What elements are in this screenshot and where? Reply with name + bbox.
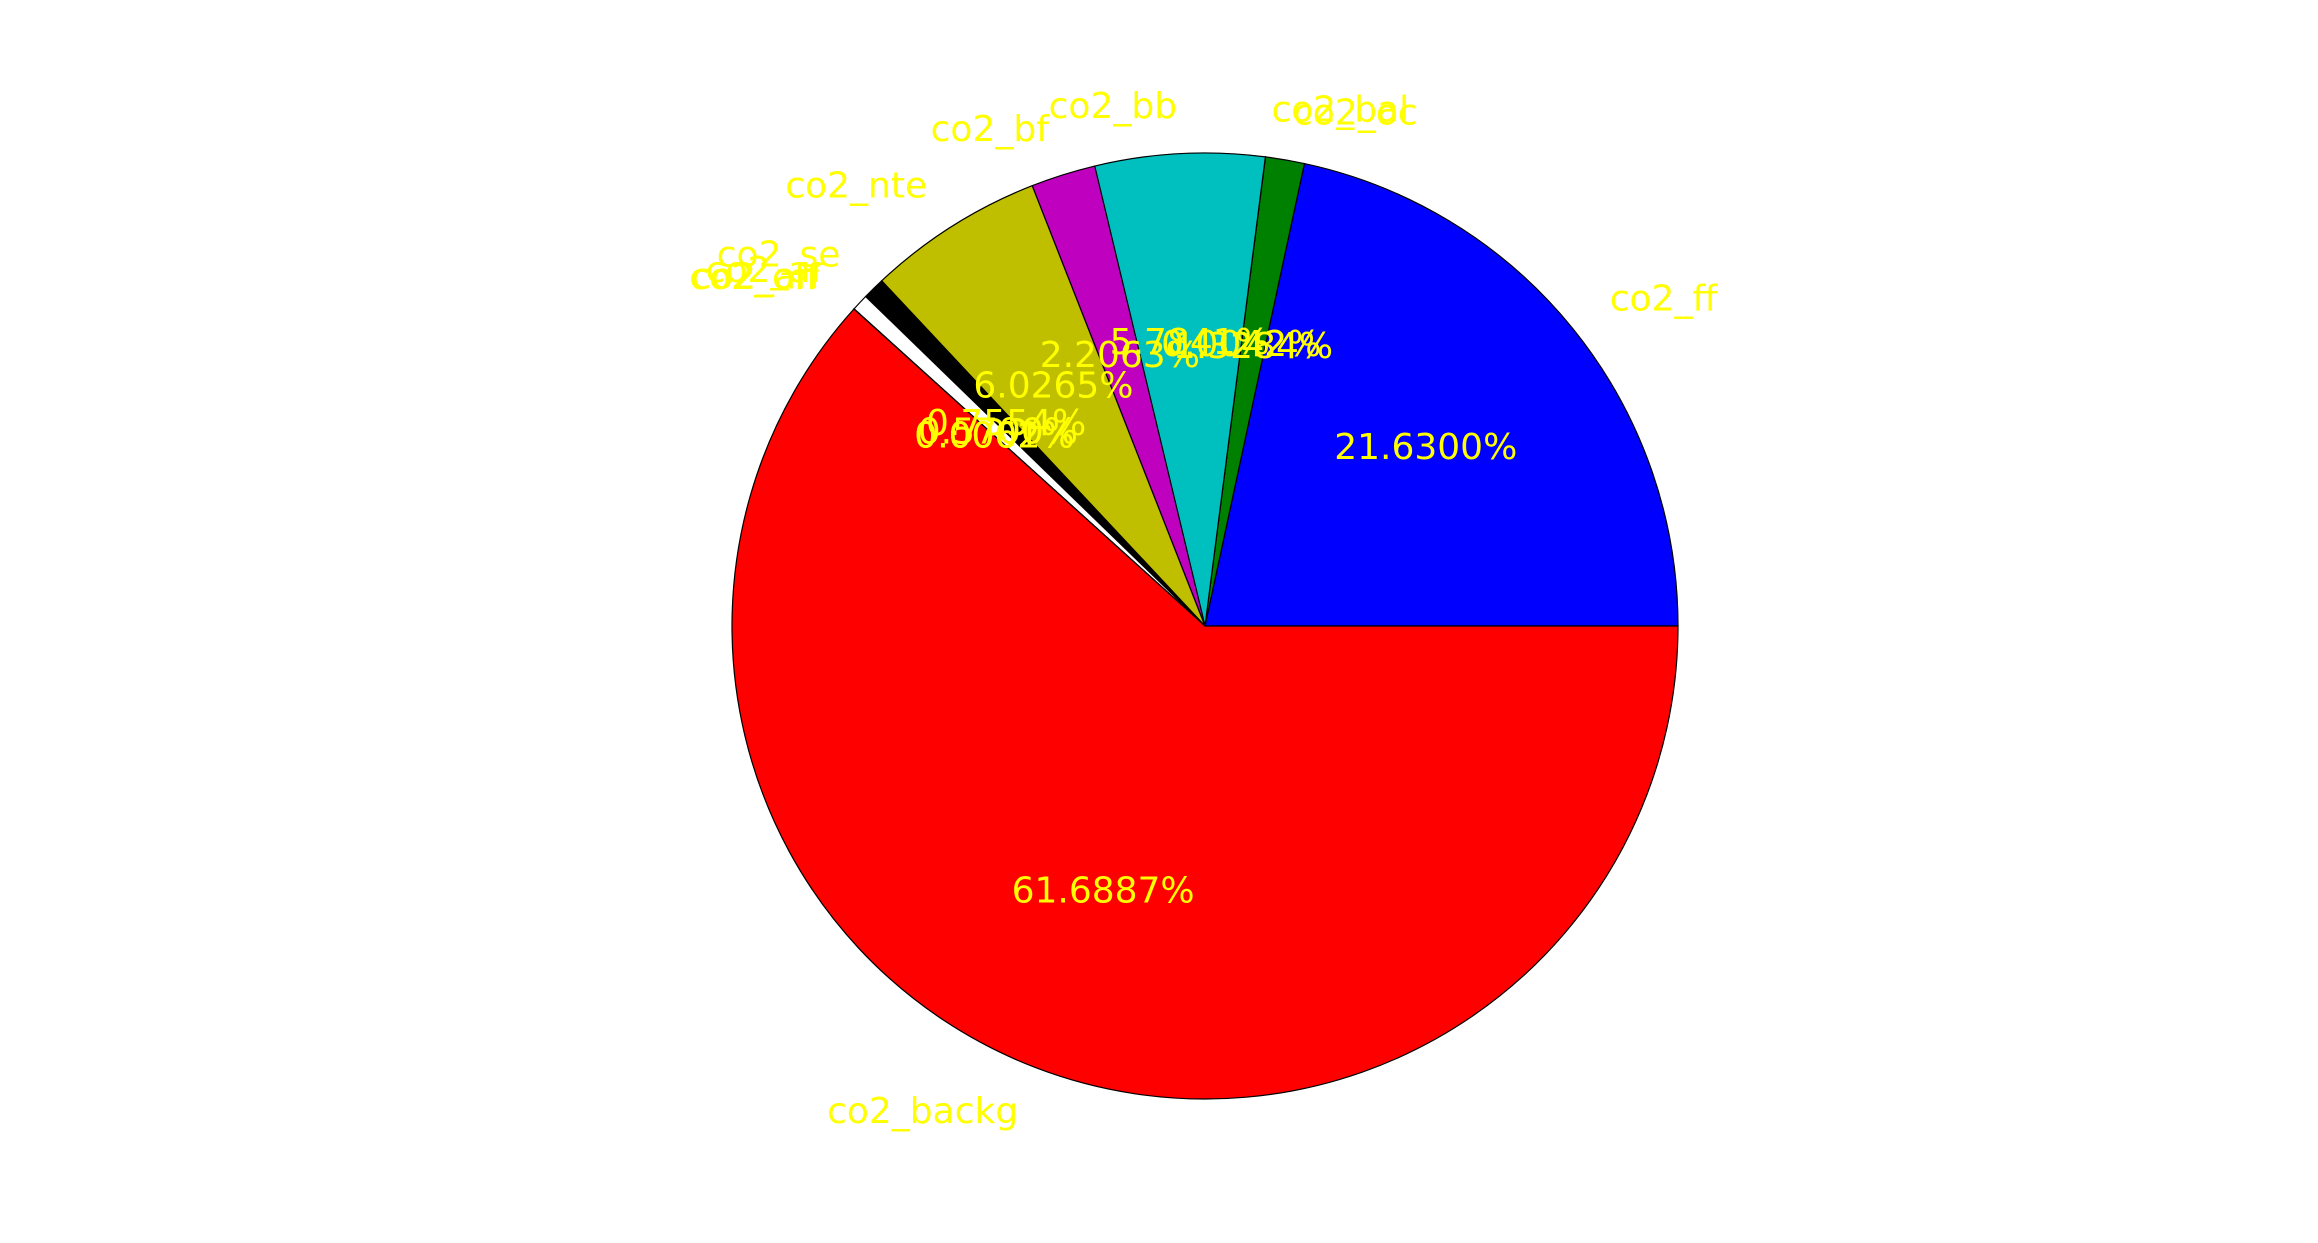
slice-percent-co2-bb: 5.7841% bbox=[1110, 322, 1270, 363]
pie-slice-co2-backg bbox=[731, 308, 1679, 1100]
slice-percent-co2-backg: 61.6887% bbox=[1012, 870, 1195, 911]
slice-percent-co2-ar: 0.5700% bbox=[918, 411, 1078, 452]
slice-label-co2-se: co2_se bbox=[717, 234, 841, 275]
slice-percent-co2-oc: 1.3284% bbox=[1173, 326, 1333, 367]
slice-label-co2-nte: co2_nte bbox=[785, 166, 927, 207]
slice-label-co2-ff: co2_ff bbox=[1610, 279, 1719, 320]
slice-percent-co2-bf: 2.2063% bbox=[1040, 335, 1200, 376]
pie-slice-co2-nte bbox=[880, 184, 1206, 627]
slice-label-co2-oc: co2_oc bbox=[1293, 93, 1418, 134]
slice-percent-co2-an: 0.0062% bbox=[914, 415, 1074, 456]
slice-percent-co2-se: 0.7554% bbox=[926, 403, 1086, 444]
slice-label-co2-bal: co2_bal bbox=[1271, 89, 1409, 130]
slice-label-co2-ar: co2_ar bbox=[706, 250, 826, 291]
slice-percent-co2-bal: 0.0042% bbox=[1161, 324, 1321, 365]
slice-label-co2-bb: co2_bb bbox=[1049, 86, 1177, 127]
pie-slice-co2-ff bbox=[1204, 162, 1679, 627]
pie-slice-co2-bb bbox=[1093, 152, 1267, 627]
pie-slices bbox=[731, 152, 1679, 1100]
slice-label-co2-backg: co2_backg bbox=[827, 1091, 1018, 1132]
slice-percent-co2-off: 0.0001% bbox=[914, 415, 1074, 456]
slice-percent-co2-ff: 21.6300% bbox=[1334, 427, 1517, 468]
slice-percent-co2-nte: 6.0265% bbox=[973, 366, 1133, 407]
pie-labels: co2_ff 21.6300% co2_oc 1.3284% co2_bal 0.0042… bbox=[689, 86, 1718, 1132]
slice-label-co2-an: co2_an bbox=[691, 257, 819, 298]
slice-label-co2-off: co2_off bbox=[689, 257, 820, 298]
slice-label-co2-bf: co2_bf bbox=[931, 109, 1051, 150]
